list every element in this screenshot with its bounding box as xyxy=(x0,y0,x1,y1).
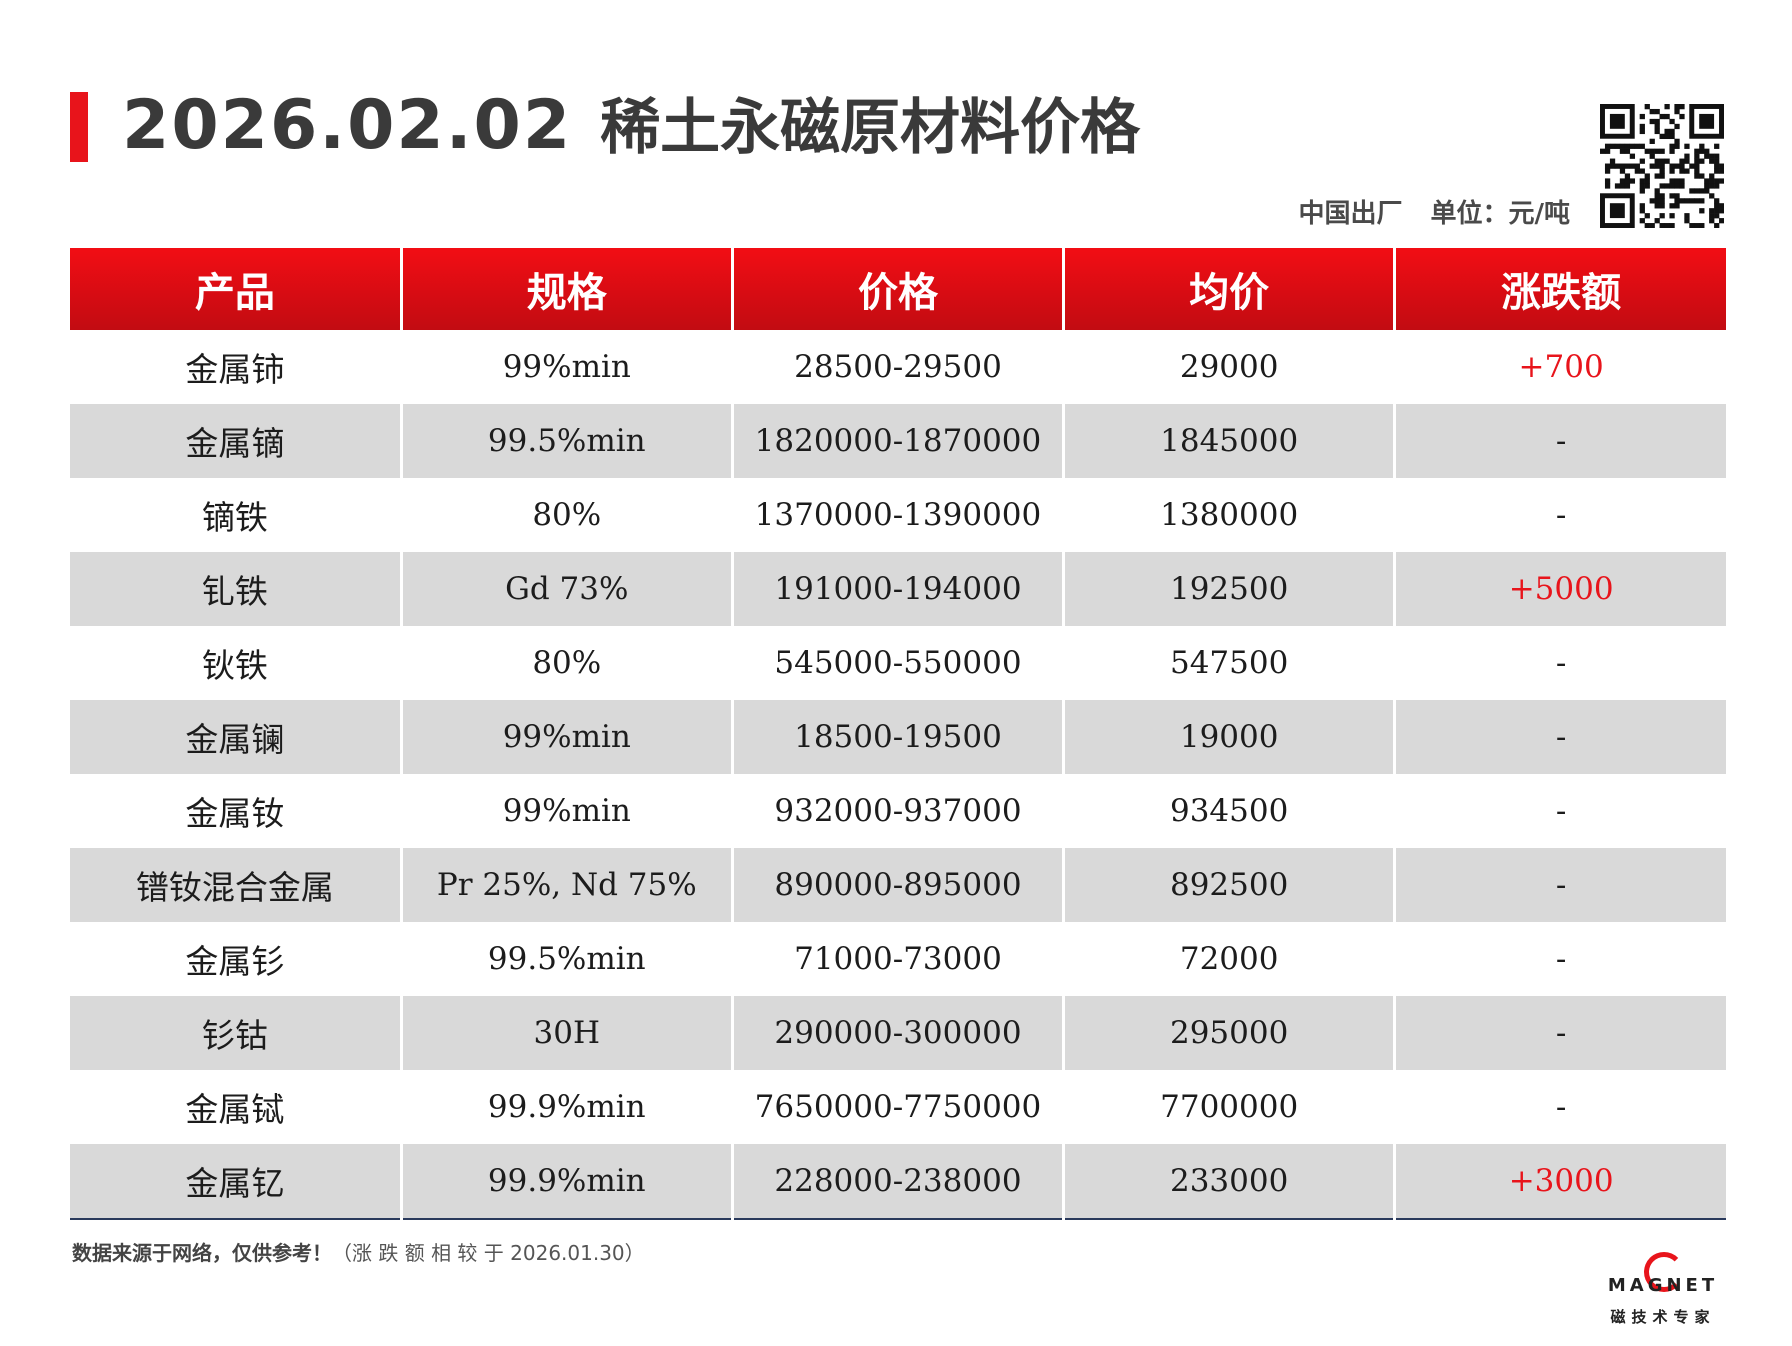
table-row: 钆铁 Gd 73% 191000-194000 192500 +5000 xyxy=(70,552,1726,626)
column-header-average: 均价 xyxy=(1062,248,1395,330)
cell-price: 71000-73000 xyxy=(730,922,1064,996)
origin-label: 中国出厂 xyxy=(1298,199,1403,229)
cell-change: - xyxy=(1393,700,1726,774)
title-accent-bar xyxy=(70,92,88,162)
cell-spec: 30H xyxy=(399,996,733,1070)
cell-change: - xyxy=(1393,996,1726,1070)
cell-price: 890000-895000 xyxy=(730,848,1064,922)
cell-product: 金属钕 xyxy=(185,794,285,833)
cell-product: 镨钕混合金属 xyxy=(70,848,402,922)
cell-price: 545000-550000 xyxy=(730,626,1064,700)
cell-average: 892500 xyxy=(1062,848,1395,922)
table-row: 金属镧 99%min 18500-19500 19000 - xyxy=(70,700,1726,774)
cell-average: 934500 xyxy=(1062,774,1395,848)
logo-ring-icon xyxy=(1644,1252,1684,1292)
cell-price: 191000-194000 xyxy=(730,552,1064,626)
table-row: 镝铁 80% 1370000-1390000 1380000 - xyxy=(70,478,1726,552)
column-header-price: 价格 xyxy=(730,248,1064,330)
cell-spec: 99.9%min xyxy=(399,1070,733,1144)
source-note: 数据来源于网络，仅供参考！ xyxy=(72,1241,332,1265)
cell-average: 1380000 xyxy=(1062,478,1395,552)
cell-product: 金属镧 xyxy=(70,700,402,774)
cell-average: 295000 xyxy=(1062,996,1395,1070)
table-row: 钐钴 30H 290000-300000 295000 - xyxy=(70,996,1726,1070)
cell-product: 钬铁 xyxy=(201,646,268,685)
cell-spec: 99.5%min xyxy=(399,922,733,996)
table-row: 金属钕 99%min 932000-937000 934500 - xyxy=(70,774,1726,848)
cell-product: 金属钐 xyxy=(185,942,285,981)
cell-average: 192500 xyxy=(1062,552,1395,626)
table-row: 金属铽 99.9%min 7650000-7750000 7700000 - xyxy=(70,1070,1726,1144)
cell-product: 镝铁 xyxy=(201,498,268,537)
cell-product: 金属镝 xyxy=(70,404,402,478)
cell-spec: 99.5%min xyxy=(399,404,733,478)
cell-price: 932000-937000 xyxy=(730,774,1064,848)
table-row: 金属钐 99.5%min 71000-73000 72000 - xyxy=(70,922,1726,996)
table-row: 钬铁 80% 545000-550000 547500 - xyxy=(70,626,1726,700)
table-row: 镨钕混合金属 Pr 25%, Nd 75% 890000-895000 8925… xyxy=(70,848,1726,922)
cell-product: 金属钇 xyxy=(70,1144,402,1220)
page-title: 2026.02.02 稀土永磁原材料价格 xyxy=(122,86,1140,166)
magnet-logo: MAGNET 磁技术专家 xyxy=(1598,1242,1728,1332)
table-row: 金属镝 99.5%min 1820000-1870000 1845000 - xyxy=(70,404,1726,478)
cell-change: - xyxy=(1393,626,1726,700)
logo-wordmark: MAGNET xyxy=(1607,1275,1719,1296)
unit-info: 中国出厂 单位：元/吨 xyxy=(1298,193,1570,230)
cell-price: 1370000-1390000 xyxy=(730,478,1064,552)
cell-spec: 99.9%min xyxy=(399,1144,733,1220)
cell-spec: 99%min xyxy=(399,330,733,404)
column-header-product: 产品 xyxy=(70,248,402,330)
title-date: 2026.02.02 xyxy=(122,86,573,165)
cell-change: +3000 xyxy=(1393,1144,1726,1220)
table-header-row: 产品 规格 价格 均价 涨跌额 xyxy=(70,248,1726,330)
price-table: 产品 规格 价格 均价 涨跌额 金属铈 99%min 28500-29500 2… xyxy=(70,248,1726,1220)
source-note-detail: （涨 跌 额 相 较 于 2026.01.30） xyxy=(332,1241,645,1265)
unit-label: 单位：元/吨 xyxy=(1430,199,1571,229)
cell-average: 547500 xyxy=(1062,626,1395,700)
cell-product: 钆铁 xyxy=(70,552,402,626)
qr-code-icon xyxy=(1600,104,1724,228)
cell-spec: Gd 73% xyxy=(399,552,733,626)
cell-change: - xyxy=(1393,478,1726,552)
cell-average: 29000 xyxy=(1062,330,1395,404)
cell-change: - xyxy=(1393,774,1726,848)
cell-product: 金属铽 xyxy=(185,1090,285,1129)
cell-average: 72000 xyxy=(1062,922,1395,996)
cell-price: 228000-238000 xyxy=(730,1144,1064,1220)
cell-spec: Pr 25%, Nd 75% xyxy=(399,848,733,922)
cell-price: 18500-19500 xyxy=(730,700,1064,774)
source-footnote: 数据来源于网络，仅供参考！（涨 跌 额 相 较 于 2026.01.30） xyxy=(72,1237,645,1266)
cell-average: 7700000 xyxy=(1062,1070,1395,1144)
cell-spec: 99%min xyxy=(399,700,733,774)
cell-price: 28500-29500 xyxy=(730,330,1064,404)
cell-average: 233000 xyxy=(1062,1144,1395,1220)
cell-change: +700 xyxy=(1393,330,1726,404)
logo-subtitle: 磁技术专家 xyxy=(1610,1308,1716,1326)
title-text: 稀土永磁原材料价格 xyxy=(600,93,1141,163)
cell-spec: 99%min xyxy=(399,774,733,848)
cell-change: - xyxy=(1393,922,1726,996)
table-row: 金属铈 99%min 28500-29500 29000 +700 xyxy=(70,330,1726,404)
cell-average: 1845000 xyxy=(1062,404,1395,478)
cell-price: 290000-300000 xyxy=(730,996,1064,1070)
column-header-change: 涨跌额 xyxy=(1393,248,1726,330)
cell-change: +5000 xyxy=(1393,552,1726,626)
cell-average: 19000 xyxy=(1062,700,1395,774)
table-row: 金属钇 99.9%min 228000-238000 233000 +3000 xyxy=(70,1144,1726,1220)
cell-change: - xyxy=(1393,1070,1726,1144)
cell-spec: 80% xyxy=(399,626,733,700)
cell-price: 7650000-7750000 xyxy=(730,1070,1064,1144)
cell-product: 金属铈 xyxy=(185,350,285,389)
column-header-spec: 规格 xyxy=(399,248,733,330)
cell-spec: 80% xyxy=(399,478,733,552)
cell-change: - xyxy=(1393,848,1726,922)
cell-price: 1820000-1870000 xyxy=(730,404,1064,478)
cell-change: - xyxy=(1393,404,1726,478)
cell-product: 钐钴 xyxy=(70,996,402,1070)
